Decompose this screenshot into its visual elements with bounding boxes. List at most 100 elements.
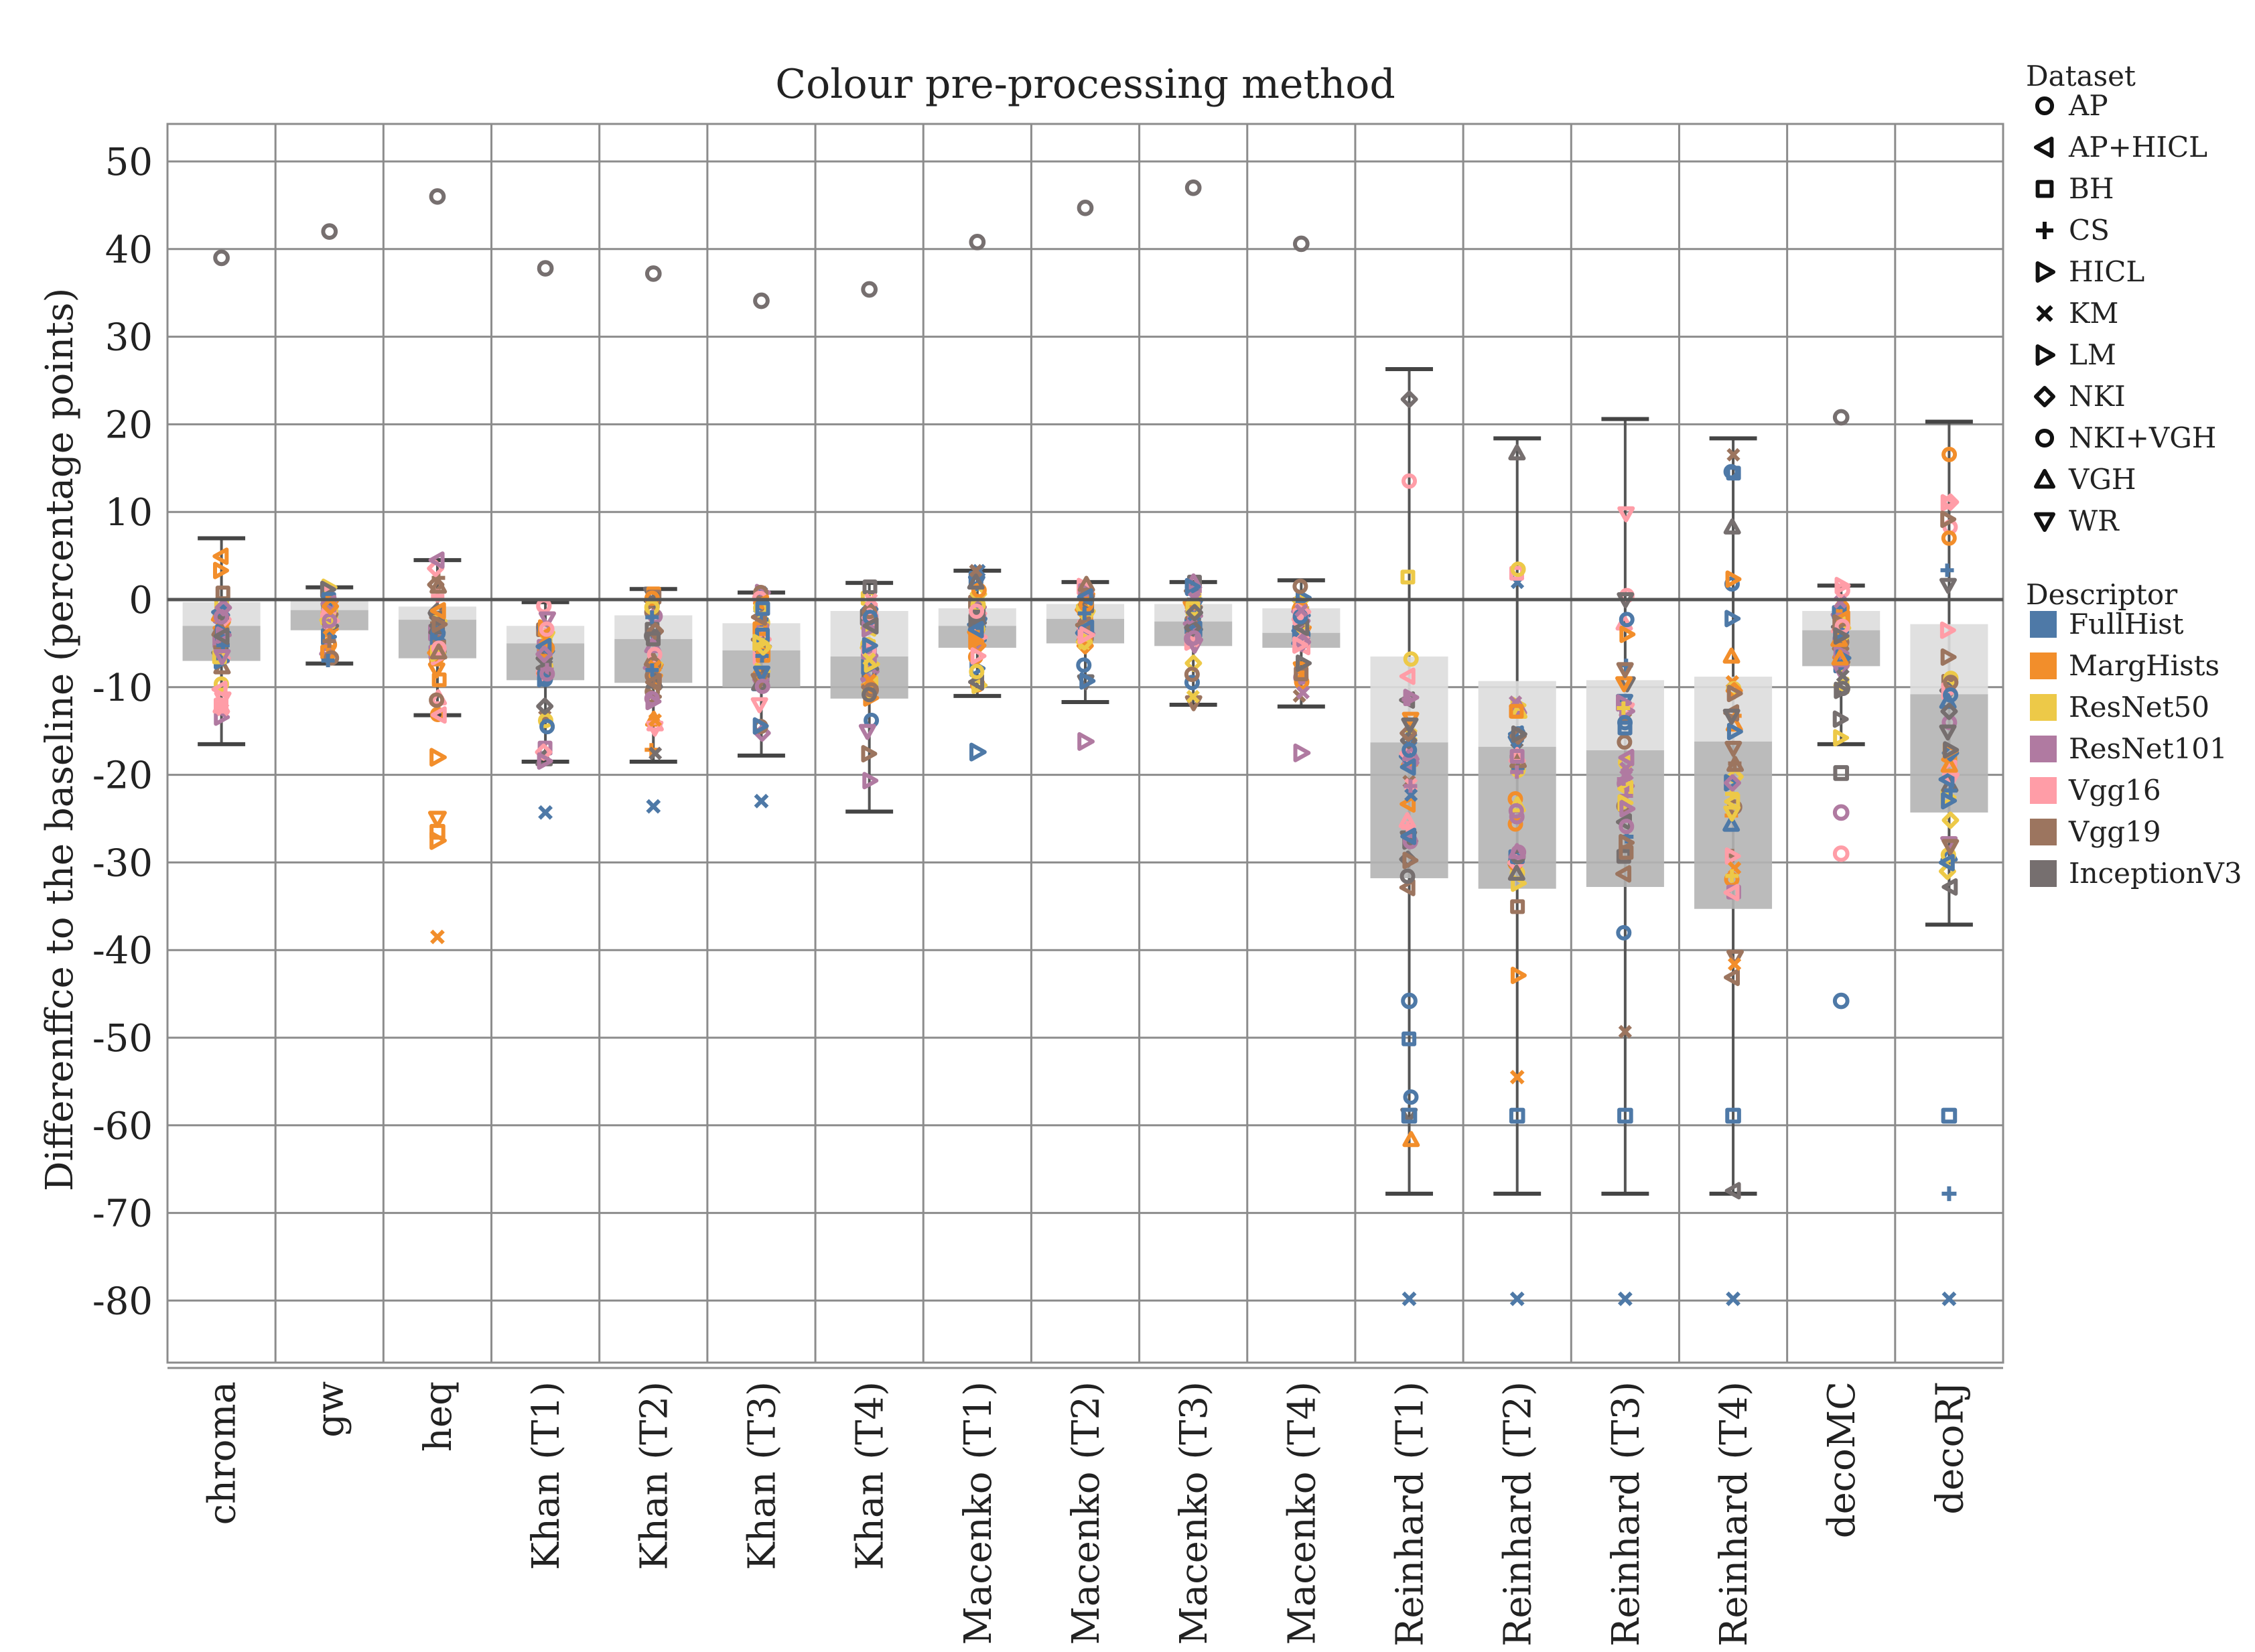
legend-dataset-label: CS — [2069, 214, 2110, 247]
data-point — [645, 610, 659, 624]
legend-descriptor-label: Vgg19 — [2068, 815, 2161, 848]
data-point — [1722, 708, 1740, 725]
data-point — [431, 640, 447, 657]
outlier-point — [538, 805, 553, 820]
data-point — [646, 631, 661, 646]
data-point — [1292, 636, 1309, 654]
legend-marker — [2035, 261, 2055, 283]
data-point — [645, 693, 662, 711]
data-point — [1296, 655, 1312, 673]
chart-title: Colour pre-processing method — [775, 61, 1395, 108]
data-point — [213, 627, 230, 645]
x-tick-label: Reinhard (T4) — [1712, 1381, 1756, 1647]
outlier-point — [1941, 1107, 1958, 1124]
data-point — [969, 563, 983, 577]
legend-dataset-item: KM — [2036, 297, 2118, 330]
data-point — [1403, 1089, 1419, 1105]
legend-swatch — [2030, 819, 2057, 845]
data-point — [1510, 561, 1526, 577]
data-point — [1617, 734, 1633, 750]
legend-dataset-label: HICL — [2069, 255, 2144, 288]
data-point — [216, 703, 230, 717]
data-point — [322, 612, 338, 628]
y-axis-label: Differenffce to the baseline (percentage… — [38, 288, 82, 1192]
outlier-point — [1509, 1291, 1525, 1306]
data-point — [1727, 957, 1742, 971]
x-tick-label: Macenko (T1) — [957, 1381, 1000, 1645]
outlier-point — [537, 260, 554, 277]
data-point — [1617, 506, 1635, 523]
y-tick-label: 10 — [105, 491, 153, 535]
outlier-point — [644, 265, 662, 282]
data-point — [1617, 701, 1631, 715]
legend-marker — [2034, 512, 2055, 532]
data-point — [861, 745, 878, 763]
y-tick-label: -80 — [92, 1280, 153, 1323]
outlier-point — [1401, 1107, 1418, 1124]
legend-dataset-item: AP+HICL — [2034, 131, 2207, 163]
outlier-point — [1509, 1069, 1525, 1085]
legend-dataset-label: LM — [2069, 338, 2116, 371]
outlier-point — [321, 223, 338, 240]
y-tick-label: -20 — [92, 754, 153, 798]
data-point — [750, 697, 768, 713]
data-point — [1941, 446, 1958, 462]
data-point — [1723, 464, 1739, 480]
data-point — [1510, 765, 1524, 779]
data-point — [1943, 741, 1960, 759]
data-point — [1728, 756, 1742, 770]
data-point — [1940, 563, 1954, 577]
data-point — [862, 687, 878, 703]
legend-descriptor-title: Descriptor — [2026, 578, 2178, 611]
data-point — [1724, 847, 1741, 865]
data-point — [1618, 1024, 1632, 1039]
data-point — [1186, 604, 1204, 622]
legend-marker — [2034, 137, 2054, 158]
data-point — [1833, 627, 1850, 645]
data-point — [1404, 788, 1418, 802]
data-point — [752, 634, 769, 652]
x-tick-label: Reinhard (T2) — [1497, 1381, 1540, 1647]
data-point — [1508, 803, 1524, 819]
data-point — [1615, 865, 1632, 883]
x-tick-label: Khan (T2) — [632, 1381, 676, 1570]
data-point — [1723, 805, 1741, 822]
data-point — [1402, 1131, 1420, 1148]
data-point — [1511, 725, 1527, 743]
data-point — [1076, 657, 1092, 673]
x-tick-label: decoRJ — [1928, 1381, 1972, 1515]
y-tick-label: 20 — [105, 403, 153, 447]
data-point — [858, 724, 876, 740]
x-tick-label: decoMC — [1820, 1381, 1864, 1538]
legend-descriptor-label: ResNet101 — [2069, 732, 2228, 765]
data-point — [429, 602, 446, 620]
legend-descriptor-label: MargHists — [2069, 649, 2219, 682]
data-point — [537, 670, 553, 688]
legend-marker — [2036, 305, 2053, 322]
outlier-point — [1832, 992, 1850, 1010]
legend-dataset-item: AP — [2035, 89, 2108, 122]
outlier-point — [1832, 409, 1850, 426]
legend-descriptor-item: InceptionV3 — [2030, 857, 2242, 890]
y-tick-label: 50 — [105, 141, 153, 184]
outlier-point — [1293, 743, 1311, 762]
data-point — [1943, 784, 1958, 798]
data-point — [214, 599, 232, 617]
data-point — [969, 603, 985, 619]
legend-swatch — [2030, 611, 2057, 638]
data-point — [1079, 672, 1096, 690]
legend-descriptor-item: FullHist — [2030, 608, 2184, 640]
data-point — [1722, 815, 1740, 832]
outlier-point — [1402, 1291, 1417, 1306]
data-point — [324, 650, 340, 666]
outlier-point — [1401, 992, 1418, 1010]
data-point — [1401, 717, 1419, 734]
data-point — [1832, 710, 1849, 728]
data-point — [1399, 878, 1416, 896]
data-point — [1726, 723, 1743, 741]
legend-dataset-label: VGH — [2068, 463, 2136, 496]
x-tick-label: Macenko (T4) — [1280, 1381, 1324, 1645]
legend-dataset-item: HICL — [2035, 255, 2144, 288]
outlier-point — [1293, 235, 1310, 253]
